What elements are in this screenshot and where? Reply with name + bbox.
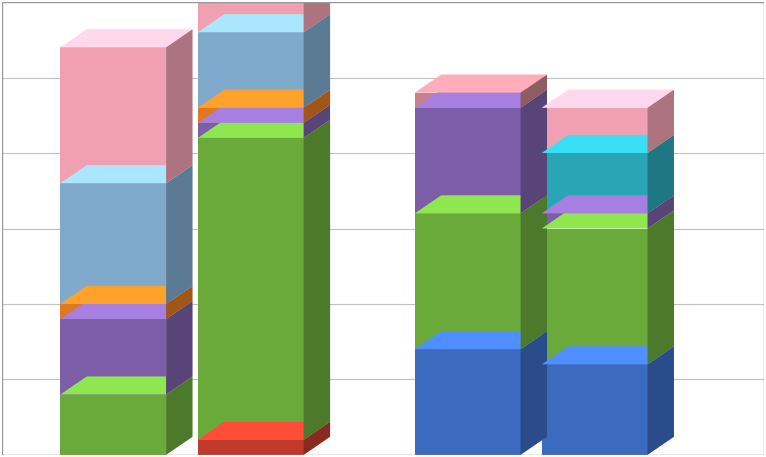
Bar xyxy=(414,108,521,213)
Polygon shape xyxy=(647,210,674,364)
Polygon shape xyxy=(414,331,547,349)
Polygon shape xyxy=(542,135,674,153)
Polygon shape xyxy=(542,195,674,213)
Bar xyxy=(198,123,303,138)
Polygon shape xyxy=(198,90,330,108)
Polygon shape xyxy=(166,301,192,394)
Polygon shape xyxy=(521,331,547,455)
Polygon shape xyxy=(542,90,674,108)
Polygon shape xyxy=(61,29,192,48)
Polygon shape xyxy=(61,165,192,183)
Bar xyxy=(198,138,303,440)
Bar xyxy=(61,304,166,319)
Bar xyxy=(61,394,166,455)
Bar xyxy=(542,108,647,153)
Polygon shape xyxy=(61,301,192,319)
Bar xyxy=(414,349,521,455)
Polygon shape xyxy=(647,135,674,213)
Polygon shape xyxy=(647,346,674,455)
Polygon shape xyxy=(647,90,674,153)
Polygon shape xyxy=(521,74,547,108)
Bar xyxy=(414,213,521,349)
Polygon shape xyxy=(542,346,674,364)
Polygon shape xyxy=(61,286,192,304)
Bar xyxy=(198,108,303,123)
Polygon shape xyxy=(521,90,547,213)
Polygon shape xyxy=(414,195,547,213)
Bar xyxy=(61,48,166,183)
Polygon shape xyxy=(521,195,547,349)
Polygon shape xyxy=(303,422,330,455)
Polygon shape xyxy=(166,29,192,183)
Polygon shape xyxy=(647,195,674,228)
Polygon shape xyxy=(303,120,330,440)
Polygon shape xyxy=(414,90,547,108)
Polygon shape xyxy=(303,105,330,138)
Polygon shape xyxy=(198,422,330,440)
Polygon shape xyxy=(166,286,192,319)
Polygon shape xyxy=(61,377,192,394)
Bar xyxy=(414,93,521,108)
Polygon shape xyxy=(303,14,330,108)
Bar xyxy=(542,364,647,455)
Polygon shape xyxy=(542,210,674,228)
Bar xyxy=(542,213,647,228)
Polygon shape xyxy=(303,0,330,32)
Polygon shape xyxy=(166,165,192,304)
Bar xyxy=(542,153,647,213)
Polygon shape xyxy=(166,377,192,455)
Polygon shape xyxy=(414,74,547,93)
Bar xyxy=(198,0,303,32)
Bar xyxy=(198,32,303,108)
Bar xyxy=(198,440,303,455)
Bar xyxy=(542,228,647,364)
Polygon shape xyxy=(303,90,330,123)
Bar xyxy=(61,319,166,394)
Polygon shape xyxy=(198,14,330,32)
Polygon shape xyxy=(198,120,330,138)
Polygon shape xyxy=(198,105,330,123)
Bar xyxy=(61,183,166,304)
